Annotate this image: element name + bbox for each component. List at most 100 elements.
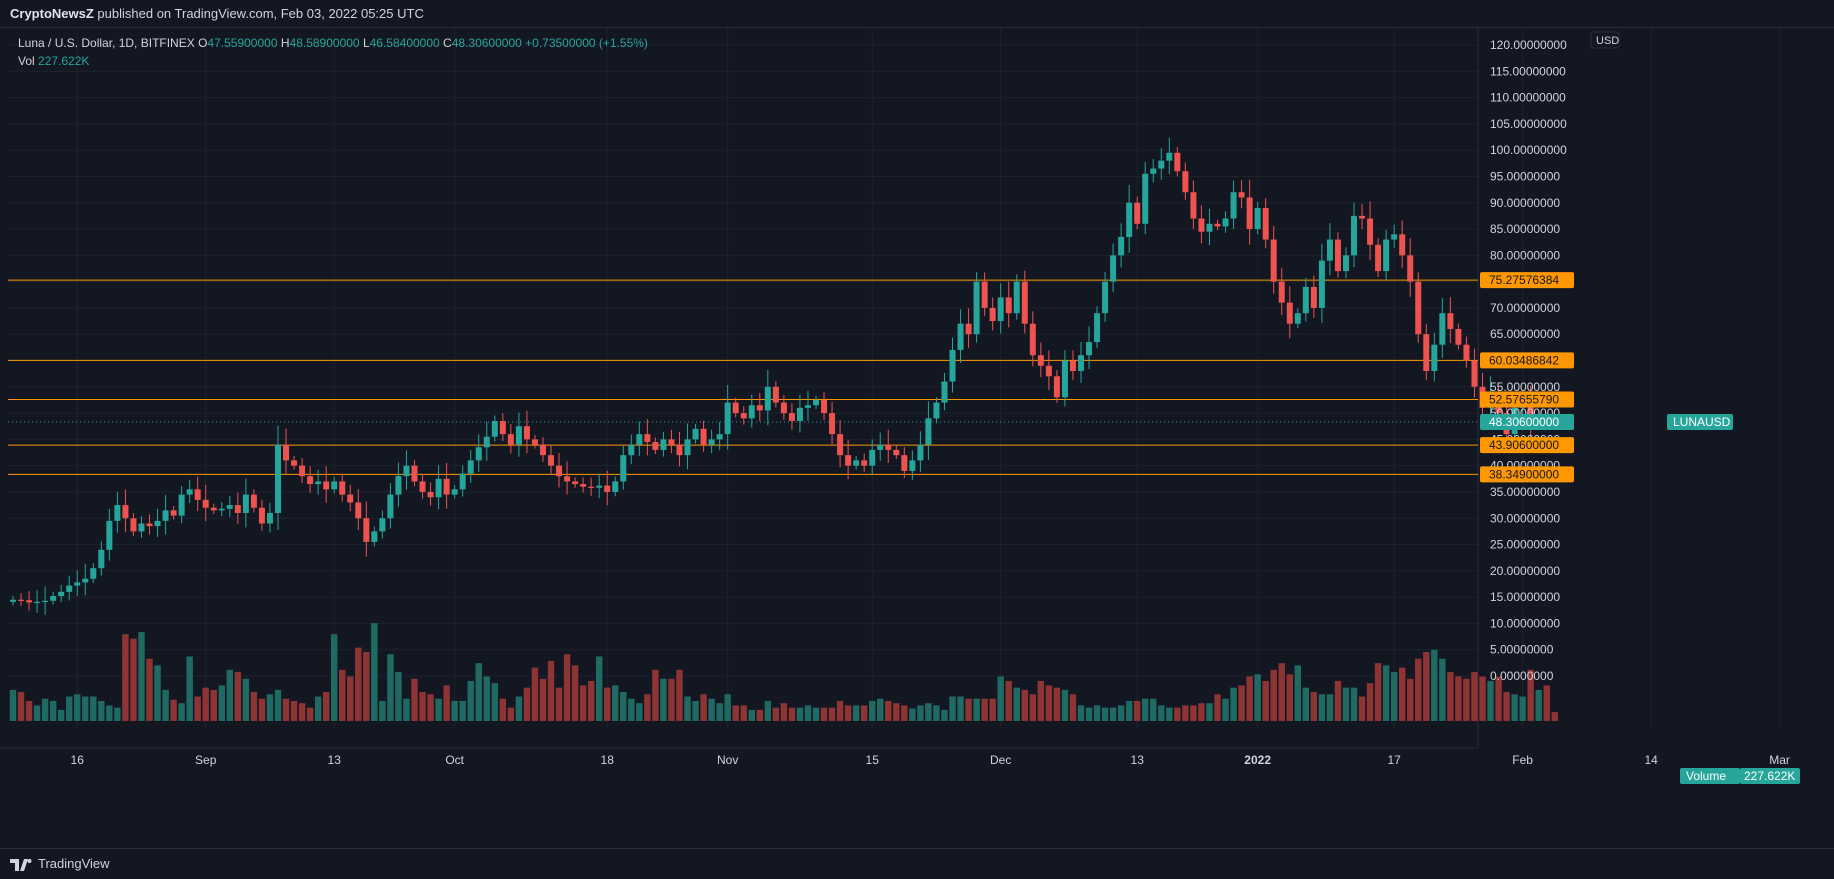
time-tick-label: 13 xyxy=(328,753,342,767)
volume-bar xyxy=(716,703,723,721)
volume-row: Vol 227.622K xyxy=(18,52,648,70)
volume-bar xyxy=(475,663,482,721)
candle-body xyxy=(933,402,940,419)
candle-body xyxy=(194,489,201,500)
candle-body xyxy=(371,531,378,542)
candle-body xyxy=(459,473,466,490)
volume-bar xyxy=(74,694,81,721)
volume-bar xyxy=(708,698,715,721)
volume-bar xyxy=(194,696,201,721)
volume-bar xyxy=(1174,707,1181,721)
candle-body xyxy=(403,465,410,477)
price-tick-label: 70.00000000 xyxy=(1490,301,1560,315)
volume-bar xyxy=(909,708,916,721)
candle-body xyxy=(764,386,771,411)
candle-body xyxy=(652,442,659,450)
candle-body xyxy=(1206,223,1213,232)
price-tick-label: 65.00000000 xyxy=(1490,327,1560,341)
candle-body xyxy=(620,455,627,482)
candle-body xyxy=(1270,239,1277,282)
price-tick-label: 20.00000000 xyxy=(1490,564,1560,578)
volume-bar xyxy=(379,700,386,721)
volume-bar xyxy=(17,692,25,721)
candle-body xyxy=(1182,171,1189,193)
chart-area[interactable]: 120.00000000 115.00000000 110.00000000 105.… xyxy=(0,28,1834,848)
volume-bar xyxy=(989,698,996,721)
candle-body xyxy=(804,405,811,408)
candle-body xyxy=(1158,160,1165,169)
candle-body xyxy=(596,485,603,488)
price-tick-label: 5.00000000 xyxy=(1490,643,1554,657)
candle-body xyxy=(973,281,980,335)
candle-body xyxy=(1238,192,1245,198)
volume-bar xyxy=(355,647,362,721)
candle-body xyxy=(499,420,506,435)
volume-bar xyxy=(595,656,603,721)
time-tick-label: Mar xyxy=(1769,753,1790,767)
volume-bar xyxy=(772,707,780,721)
candle-body xyxy=(531,439,538,445)
candle-body xyxy=(1102,281,1109,314)
candle-body xyxy=(1399,234,1406,256)
volume-bar xyxy=(901,705,908,721)
price-tick-label: 0.00000000 xyxy=(1490,669,1554,683)
candle-body xyxy=(18,599,25,601)
candle-body xyxy=(1351,215,1358,256)
candle-body xyxy=(419,481,426,492)
candle-body xyxy=(1342,255,1349,272)
candle-body xyxy=(684,439,691,456)
volume-bar xyxy=(1198,703,1205,721)
price-tick-label: 35.00000000 xyxy=(1490,485,1560,499)
candle-body xyxy=(748,405,755,419)
time-tick-label: 15 xyxy=(866,753,880,767)
time-tick-label: 16 xyxy=(71,753,85,767)
volume-bar xyxy=(1495,676,1502,721)
candle-body xyxy=(122,505,129,519)
volume-bar xyxy=(756,709,763,721)
volume-bar xyxy=(1382,665,1390,721)
volume-bar xyxy=(331,634,338,721)
price-tick-label: 105.00000000 xyxy=(1490,117,1567,131)
volume-bar xyxy=(427,694,434,721)
candle-body xyxy=(1455,328,1462,345)
candle-body xyxy=(660,439,667,450)
time-tick-label: 14 xyxy=(1644,753,1658,767)
volume-bar xyxy=(1238,685,1245,721)
volume-bar xyxy=(933,705,940,721)
volume-bar xyxy=(1455,676,1462,721)
candle-body xyxy=(395,476,402,495)
volume-bar xyxy=(668,678,675,721)
volume-bar xyxy=(258,698,266,721)
candle-body xyxy=(1053,376,1060,398)
candle-body xyxy=(106,520,113,550)
time-tick-label: 17 xyxy=(1387,753,1401,767)
volume-bar xyxy=(242,678,250,721)
candlestick-chart[interactable]: 120.00000000 115.00000000 110.00000000 105.… xyxy=(0,28,1834,848)
volume-bar xyxy=(1166,707,1173,721)
volume-bar xyxy=(676,669,683,721)
volume-bar xyxy=(395,672,402,721)
volume-bar xyxy=(1310,692,1318,721)
candle-body xyxy=(1423,334,1430,372)
volume-bar xyxy=(1407,678,1414,721)
candle-body xyxy=(1094,313,1101,343)
volume-bar xyxy=(1398,667,1406,721)
volume-bar xyxy=(949,696,956,721)
candle-body xyxy=(379,518,386,532)
volume-bar xyxy=(1270,669,1277,721)
volume-bar xyxy=(1005,680,1012,721)
candle-body xyxy=(347,494,354,503)
candle-body xyxy=(1166,152,1173,161)
volume-bar xyxy=(371,623,378,721)
volume-bar xyxy=(612,685,619,721)
candle-body xyxy=(210,507,217,511)
volume-bar xyxy=(178,703,185,721)
volume-bar xyxy=(700,694,707,721)
volume-bar xyxy=(1150,698,1157,721)
change-value: +0.73500000 (+1.55%) xyxy=(525,36,648,50)
candle-body xyxy=(636,434,643,445)
candle-body xyxy=(829,413,836,435)
volume-bar xyxy=(290,700,298,721)
publish-info: CryptoNewsZ published on TradingView.com… xyxy=(10,6,424,21)
candle-body xyxy=(580,484,587,487)
